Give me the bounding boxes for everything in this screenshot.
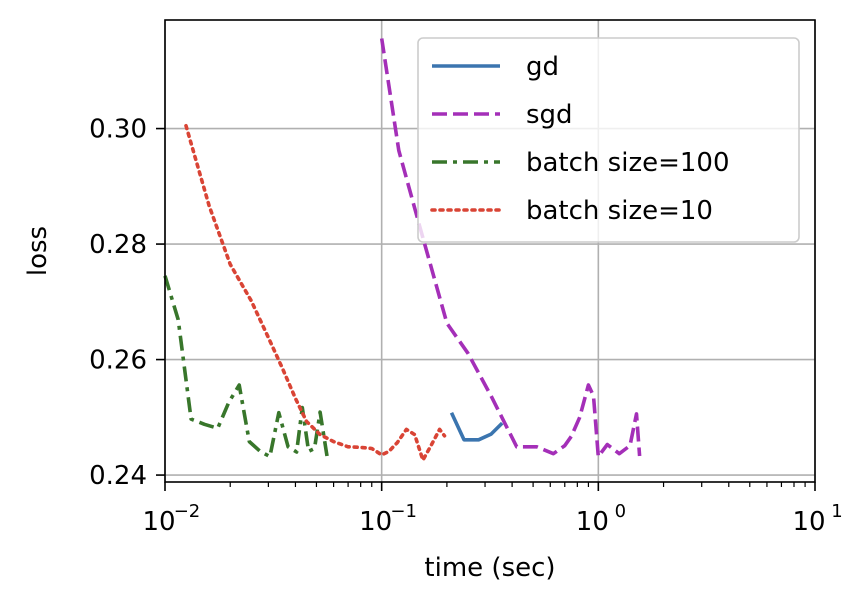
x-tick-label: 10 xyxy=(142,507,175,537)
legend-label: batch size=100 xyxy=(526,148,730,178)
series-line-gd xyxy=(449,411,504,442)
plot-frame xyxy=(164,19,816,483)
legend-box xyxy=(417,37,800,243)
x-axis-label: time (sec) xyxy=(424,553,555,583)
series-line-batch-size-10 xyxy=(184,123,447,462)
x-tick-label: 10 xyxy=(792,507,825,537)
series-line-sgd xyxy=(379,38,642,459)
y-tick-label: 0.26 xyxy=(89,346,147,376)
legend-label: sgd xyxy=(526,100,573,130)
legend: gd sgd batch size=100 batch size=10 xyxy=(417,37,800,243)
x-tick-label: 10 xyxy=(576,507,609,537)
y-tick-label: 0.24 xyxy=(89,461,147,491)
x-tick-exponent: −2 xyxy=(174,501,201,522)
y-tick-label: 0.28 xyxy=(89,230,147,260)
axis-ticks: 10−2 10−1 10 0 10 10.240.260.280.30 xyxy=(89,115,843,537)
x-tick-exponent: 1 xyxy=(831,501,842,522)
y-axis-label: loss xyxy=(23,226,53,276)
series-line-batch-size-100 xyxy=(163,275,329,459)
legend-label: gd xyxy=(526,52,559,82)
y-tick-label: 0.30 xyxy=(89,115,147,145)
x-tick-exponent: 0 xyxy=(615,501,626,522)
x-tick-exponent: −1 xyxy=(390,501,417,522)
x-tick-label: 10 xyxy=(359,507,392,537)
series-layer xyxy=(163,38,642,462)
legend-label: batch size=10 xyxy=(526,196,713,226)
